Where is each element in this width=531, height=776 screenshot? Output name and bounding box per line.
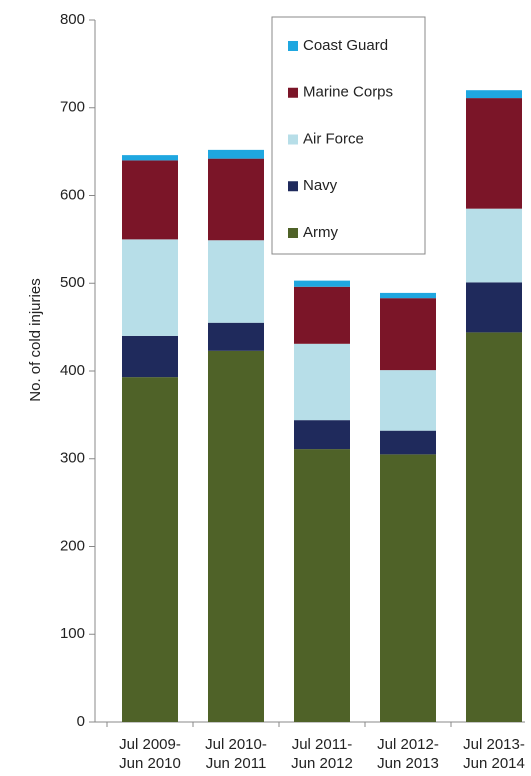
bar-segment xyxy=(208,240,264,323)
x-tick-label: Jul 2010- xyxy=(205,736,267,753)
y-tick-label: 0 xyxy=(77,713,85,730)
bar-segment xyxy=(122,155,178,161)
bar-segment xyxy=(294,343,350,421)
bar-segment xyxy=(380,454,436,722)
bar-segment xyxy=(466,208,522,283)
x-tick-label: Jun 2012 xyxy=(291,755,353,772)
x-tick-label: Jul 2009- xyxy=(119,736,181,753)
y-axis-label: No. of cold injuries xyxy=(27,278,44,401)
bar-segment xyxy=(466,98,522,209)
bar-segment xyxy=(380,430,436,455)
bar-segment xyxy=(466,332,522,722)
bar-segment xyxy=(122,377,178,722)
y-tick-label: 800 xyxy=(60,11,85,28)
bar-segment xyxy=(208,350,264,722)
x-tick-label: Jul 2011- xyxy=(292,736,353,753)
bar-segment xyxy=(380,298,436,371)
y-tick-label: 600 xyxy=(60,186,85,203)
x-tick-label: Jul 2013- xyxy=(463,736,525,753)
legend-label: Coast Guard xyxy=(303,37,388,54)
x-tick-label: Jun 2014 xyxy=(463,755,525,772)
bar-segment xyxy=(466,90,522,99)
bar-segment xyxy=(208,322,264,351)
y-tick-label: 700 xyxy=(60,99,85,116)
legend-label: Navy xyxy=(303,177,338,194)
y-tick-label: 100 xyxy=(60,625,85,642)
y-tick-label: 500 xyxy=(60,274,85,291)
y-tick-label: 400 xyxy=(60,362,85,379)
bar-segment xyxy=(294,420,350,450)
legend-swatch xyxy=(288,181,298,192)
x-tick-label: Jun 2013 xyxy=(377,755,439,772)
bar-segment xyxy=(466,282,522,333)
bar-segment xyxy=(122,160,178,240)
legend-swatch xyxy=(288,87,298,98)
bar-segment xyxy=(208,158,264,241)
bar-segment xyxy=(380,370,436,431)
x-tick-label: Jun 2011 xyxy=(206,755,267,772)
y-tick-label: 300 xyxy=(60,450,85,467)
legend-swatch xyxy=(288,41,298,51)
bar-segment xyxy=(294,280,350,287)
x-tick-label: Jul 2012- xyxy=(377,736,439,753)
bar-segment xyxy=(380,292,436,299)
x-tick-label: Jun 2010 xyxy=(119,755,181,772)
bar-segment xyxy=(208,149,264,159)
legend-label: Army xyxy=(303,224,338,241)
bar-segment xyxy=(294,449,350,722)
legend-label: Marine Corps xyxy=(303,84,393,101)
legend-swatch xyxy=(288,134,298,145)
legend-label: Air Force xyxy=(303,130,364,147)
legend-swatch xyxy=(288,228,298,238)
bar-segment xyxy=(122,335,178,378)
bar-segment xyxy=(294,286,350,344)
y-tick-label: 200 xyxy=(60,537,85,554)
bar-segment xyxy=(122,239,178,336)
